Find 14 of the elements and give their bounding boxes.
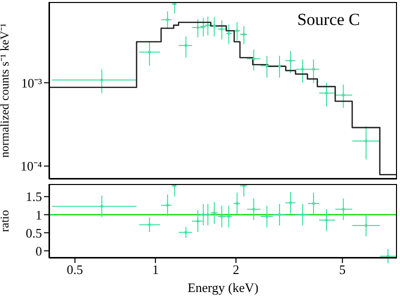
- y-tick-label: 0: [36, 243, 42, 258]
- x-axis-title: Energy (keV): [188, 280, 258, 295]
- y-tick-label: 1: [36, 207, 42, 222]
- x-tick-label: 5: [339, 262, 346, 278]
- y-tick-label: 1.5: [26, 189, 42, 204]
- x-tick-label: 1: [152, 262, 159, 278]
- annotation: Source C: [297, 10, 360, 30]
- y-tick-label: 10⁻⁴: [20, 158, 42, 174]
- y-axis-title: normalized counts s⁻¹ keV⁻¹: [0, 23, 12, 158]
- y-tick-label: 0.5: [26, 225, 42, 240]
- y-tick-label: 10⁻³: [21, 75, 42, 90]
- x-tick-label: 0.5: [66, 262, 84, 278]
- x-tick-label: 2: [232, 262, 240, 278]
- y-axis-title: ratio: [0, 210, 12, 232]
